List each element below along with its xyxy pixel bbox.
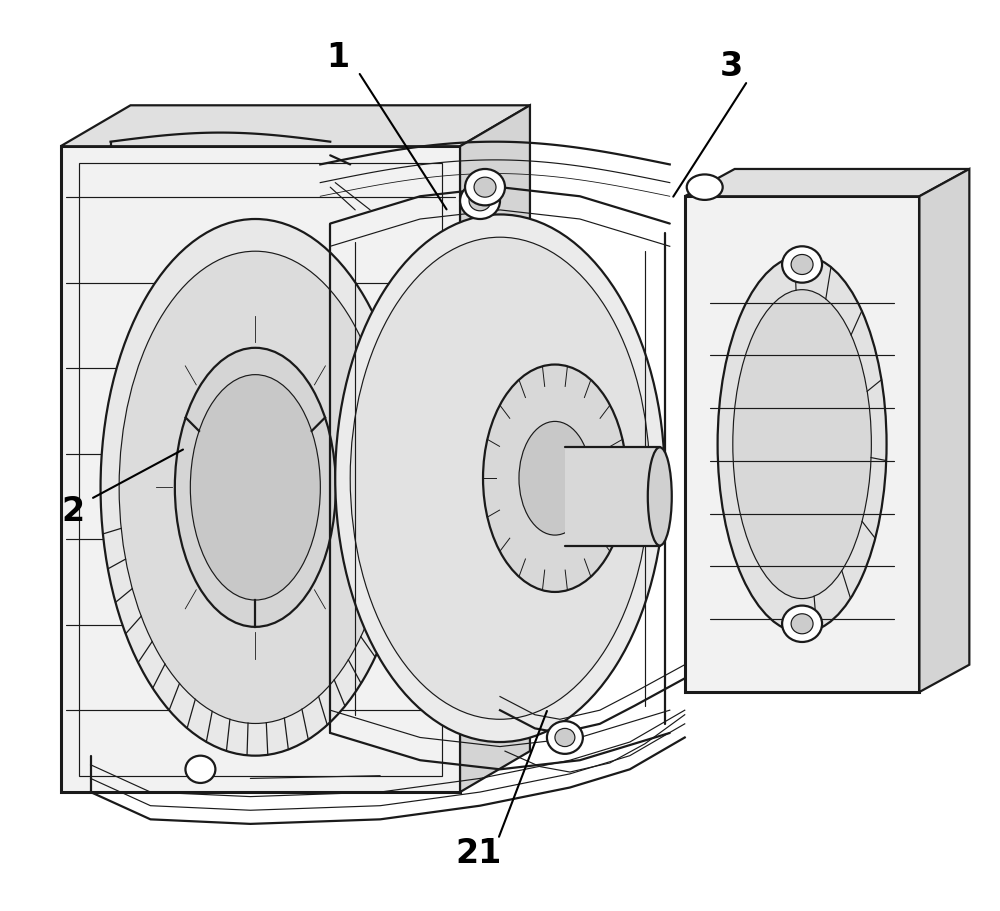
Text: 3: 3 [720,50,743,83]
Ellipse shape [465,169,505,205]
Ellipse shape [175,348,336,627]
Ellipse shape [474,177,496,197]
Polygon shape [685,169,969,196]
Polygon shape [919,169,969,692]
Ellipse shape [119,251,392,723]
Ellipse shape [335,214,665,742]
Ellipse shape [782,246,822,282]
Text: 2: 2 [61,496,84,528]
Polygon shape [61,106,530,147]
Ellipse shape [733,290,871,599]
Ellipse shape [648,447,672,546]
Ellipse shape [791,254,813,274]
Text: 1: 1 [327,41,350,74]
Ellipse shape [469,190,491,210]
Polygon shape [685,196,919,692]
Ellipse shape [791,614,813,634]
Ellipse shape [782,606,822,642]
Text: 21: 21 [455,837,501,870]
Ellipse shape [555,729,575,747]
Ellipse shape [350,237,650,720]
Ellipse shape [460,182,500,219]
Polygon shape [565,447,660,546]
Ellipse shape [547,722,583,753]
Ellipse shape [687,174,723,200]
Ellipse shape [101,219,410,755]
Ellipse shape [185,755,215,783]
Ellipse shape [718,256,887,632]
Polygon shape [61,147,460,792]
Ellipse shape [519,422,591,535]
Ellipse shape [190,374,320,600]
Ellipse shape [483,364,627,592]
Polygon shape [460,106,530,792]
